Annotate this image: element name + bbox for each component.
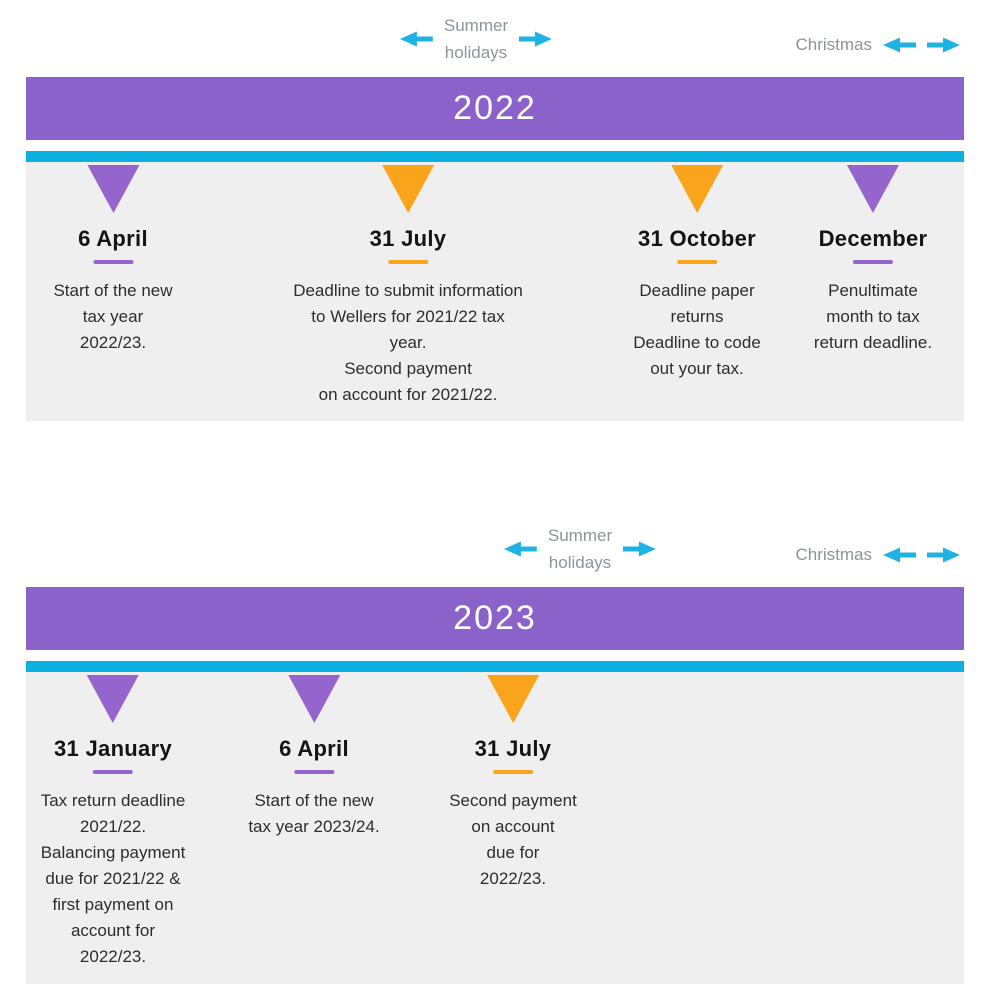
summer-holidays-text: Summer holidays <box>443 16 509 62</box>
event-underline <box>93 770 133 774</box>
timeline-bar <box>26 661 964 672</box>
event-description: Second payment on account due for 2022/2… <box>449 791 577 888</box>
event-6-april-2023: 6 April Start of the new tax year 2023/2… <box>248 675 380 840</box>
event-underline <box>677 260 717 264</box>
timeline-marker-triangle <box>86 165 139 213</box>
timeline-marker-triangle <box>487 675 539 723</box>
event-date: December <box>818 226 928 251</box>
year-banner-2022: 2022 <box>26 77 964 140</box>
section-2023: Summer holidays Christmas 2023 31 Januar… <box>0 510 1000 1000</box>
event-6-april-2022: 6 April Start of the new tax year 2022/2… <box>53 165 173 356</box>
event-underline <box>294 770 334 774</box>
timeline-marker-triangle <box>288 675 340 723</box>
event-31-july-2022: 31 July Deadline to submit information t… <box>293 165 523 408</box>
event-underline <box>852 260 893 264</box>
arrow-right-icon <box>519 31 553 47</box>
arrow-right-icon <box>927 37 960 52</box>
event-underline <box>388 260 428 264</box>
event-date: 31 July <box>474 736 552 761</box>
summer-holidays-label-2023: Summer holidays <box>503 522 657 576</box>
christmas-text: Christmas <box>795 545 872 564</box>
event-description: Tax return deadline 2021/22. Balancing p… <box>40 791 186 966</box>
timeline-bar <box>26 151 964 162</box>
events-panel-2022 <box>26 162 964 421</box>
section-2022: Summer holidays Christmas 2022 6 April S… <box>26 12 964 421</box>
event-underline <box>92 260 133 264</box>
event-description: Deadline paper returns Deadline to code … <box>633 281 761 378</box>
arrow-left-icon <box>883 37 916 52</box>
event-description: Penultimate month to tax return deadline… <box>813 281 933 352</box>
christmas-text: Christmas <box>795 35 872 54</box>
events-panel-2023 <box>26 672 964 984</box>
event-description: Deadline to submit information to Weller… <box>293 281 523 404</box>
timeline-marker-triangle <box>671 165 723 213</box>
arrow-left-icon <box>399 31 433 47</box>
summer-holidays-label-2022: Summer holidays <box>399 12 553 66</box>
summer-holidays-text: Summer holidays <box>547 526 613 572</box>
timeline-marker-triangle <box>382 165 434 213</box>
event-date: 31 October <box>638 226 756 251</box>
event-date: 31 July <box>369 226 447 251</box>
christmas-label-2022: Christmas <box>795 31 960 58</box>
event-31-july-2023: 31 July Second payment on account due fo… <box>449 675 577 892</box>
timeline-marker-triangle <box>87 675 139 723</box>
event-31-january-2023: 31 January Tax return deadline 2021/22. … <box>40 675 186 970</box>
year-banner-2023: 2023 <box>26 587 964 650</box>
event-description: Start of the new tax year 2022/23. <box>53 281 173 352</box>
event-date: 6 April <box>279 736 349 761</box>
event-underline <box>493 770 533 774</box>
arrow-right-icon <box>927 547 960 562</box>
arrow-left-icon <box>883 547 916 562</box>
event-date: 31 January <box>54 736 172 761</box>
christmas-label-2023: Christmas <box>795 541 960 568</box>
event-31-october-2022: 31 October Deadline paper returns Deadli… <box>633 165 761 382</box>
timeline-marker-triangle <box>846 165 899 213</box>
event-description: Start of the new tax year 2023/24. <box>248 791 380 836</box>
arrow-right-icon <box>623 541 657 557</box>
event-december-2022: December Penultimate month to tax return… <box>813 165 933 356</box>
event-date: 6 April <box>78 226 148 251</box>
arrow-left-icon <box>503 541 537 557</box>
